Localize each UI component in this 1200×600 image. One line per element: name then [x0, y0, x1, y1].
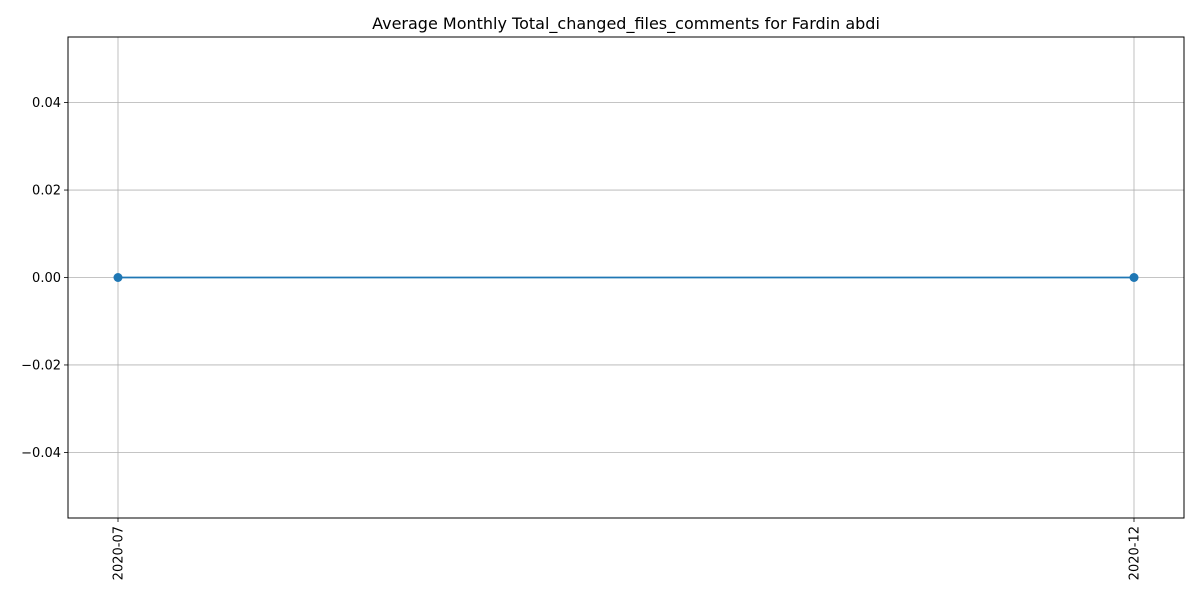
x-tick-label: 2020-07: [112, 526, 127, 580]
y-tick-label: 0.02: [32, 184, 61, 199]
y-tick-label: 0.00: [32, 271, 61, 286]
y-tick-label: −0.04: [21, 446, 61, 461]
y-tick-label: 0.04: [32, 96, 61, 111]
x-tick-label: 2020-12: [1128, 526, 1143, 580]
y-tick-label: −0.02: [21, 358, 61, 373]
x-axis: 2020-07 2020-12: [112, 518, 1143, 580]
data-point: [113, 273, 123, 282]
series-layer: [113, 273, 1139, 282]
chart-title: Average Monthly Total_changed_files_comm…: [372, 14, 880, 34]
y-axis: 0.04 0.02 0.00 −0.02 −0.04: [21, 96, 68, 461]
data-point: [1129, 273, 1139, 282]
